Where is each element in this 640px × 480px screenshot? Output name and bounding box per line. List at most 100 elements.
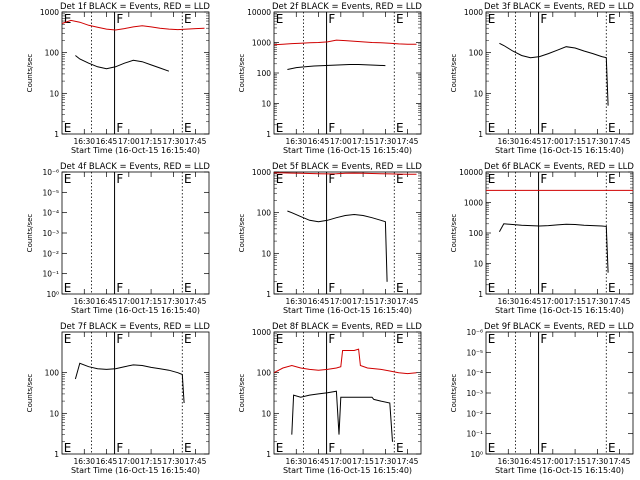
- flag-label-bottom: E: [488, 281, 496, 295]
- y-tick-label: 10000: [459, 168, 483, 177]
- flag-label-bottom: E: [396, 441, 404, 455]
- flag-label-bottom: E: [608, 441, 616, 455]
- plot-frame: [61, 171, 210, 295]
- x-tick-label: 17:15: [564, 137, 586, 146]
- x-tick-label: 17:30: [375, 297, 397, 306]
- y-tick-label: 10⁰: [470, 450, 483, 459]
- series-line: [61, 19, 205, 31]
- flag-label-top: E: [488, 172, 496, 186]
- flag-label-bottom: E: [488, 121, 496, 135]
- y-axis-label: Counts/sec: [26, 374, 34, 413]
- x-tick-label: 17:15: [564, 297, 586, 306]
- x-tick-label: 16:30: [73, 297, 95, 306]
- y-tick-label: 1: [266, 130, 271, 139]
- x-tick-label: 17:45: [185, 297, 207, 306]
- x-tick-label: 17:00: [118, 457, 140, 466]
- panel-title: Det 9f BLACK = Events, RED = LLD: [484, 322, 634, 332]
- flag-label-bottom: F: [540, 281, 547, 295]
- flag-label-bottom: E: [184, 441, 192, 455]
- flag-label-bottom: E: [396, 281, 404, 295]
- y-tick-label: 1: [266, 450, 271, 459]
- y-tick-label: 10000: [247, 8, 271, 17]
- panel-det-3: Det 3f BLACK = Events, RED = LLD 1 10 100 10…: [450, 2, 634, 155]
- y-tick-label: 10⁻⁵: [42, 188, 59, 197]
- y-axis-label: Counts/sec: [450, 54, 458, 93]
- flag-label-bottom: F: [328, 441, 335, 455]
- flag-label-top: E: [276, 12, 284, 26]
- y-axis-label: Counts/sec: [450, 214, 458, 253]
- y-tick-label: 10⁻¹: [466, 430, 483, 439]
- y-tick-label: 10⁻⁶: [42, 168, 59, 177]
- flag-label-bottom: E: [276, 121, 284, 135]
- panel-title: Det 5f BLACK = Events, RED = LLD: [272, 162, 422, 172]
- plot-frame: [61, 331, 210, 455]
- y-tick-label: 1: [54, 450, 59, 459]
- plot-frame: [485, 11, 634, 135]
- y-tick-label: 10: [49, 89, 59, 98]
- flag-label-bottom: E: [608, 281, 616, 295]
- y-tick-label: 10⁻⁵: [466, 348, 483, 357]
- flag-label-top: E: [608, 332, 616, 346]
- panel-title: Det 2f BLACK = Events, RED = LLD: [272, 2, 422, 12]
- x-axis-label: Start Time (16-Oct-15 16:15:40): [71, 306, 200, 315]
- series-line: [499, 42, 609, 106]
- flag-label-bottom: E: [64, 441, 72, 455]
- y-tick-label: 10⁻⁴: [42, 209, 59, 218]
- flag-label-bottom: E: [276, 281, 284, 295]
- y-axis-label: Counts/sec: [238, 214, 246, 253]
- plot-frame: [61, 11, 210, 135]
- flag-label-bottom: F: [328, 121, 335, 135]
- y-tick-label: 1000: [464, 199, 483, 208]
- series-line: [273, 39, 417, 46]
- flag-label-top: E: [276, 332, 284, 346]
- y-tick-label: 10⁻²: [42, 249, 59, 258]
- x-tick-label: 17:15: [140, 457, 162, 466]
- flag-label-bottom: E: [184, 281, 192, 295]
- y-tick-label: 10⁰: [46, 290, 59, 299]
- x-tick-label: 16:30: [285, 457, 307, 466]
- panel-det-5: Det 5f BLACK = Events, RED = LLD 1 10 100 10…: [238, 162, 422, 315]
- series-line: [75, 55, 170, 72]
- flag-label-top: E: [64, 12, 72, 26]
- flag-label-top: F: [116, 172, 123, 186]
- plot-frame: [485, 331, 634, 455]
- x-tick-label: 17:45: [609, 297, 631, 306]
- flag-label-top: E: [608, 172, 616, 186]
- y-axis-label: Counts/sec: [26, 54, 34, 93]
- panel-det-2: Det 2f BLACK = Events, RED = LLD 1 10 100 10…: [238, 2, 422, 155]
- x-tick-label: 17:45: [397, 137, 419, 146]
- flag-label-top: E: [276, 172, 284, 186]
- flag-label-bottom: E: [276, 441, 284, 455]
- plot-frame: [273, 331, 422, 455]
- x-axis-label: Start Time (16-Oct-15 16:15:40): [495, 146, 624, 155]
- y-tick-label: 10⁻⁶: [466, 328, 483, 337]
- flag-label-top: E: [488, 12, 496, 26]
- flag-label-bottom: E: [608, 121, 616, 135]
- panel-title: Det 1f BLACK = Events, RED = LLD: [60, 2, 210, 12]
- y-tick-label: 10⁻³: [42, 229, 59, 238]
- flag-label-bottom: F: [540, 441, 547, 455]
- series-line: [498, 223, 609, 273]
- panel-det-1: Det 1f BLACK = Events, RED = LLD 1 10 100 10…: [26, 2, 210, 155]
- x-tick-label: 17:00: [330, 137, 352, 146]
- plot-frame: [273, 11, 422, 135]
- x-tick-label: 17:00: [542, 297, 564, 306]
- x-axis-label: Start Time (16-Oct-15 16:15:40): [71, 466, 200, 475]
- x-axis-label: Start Time (16-Oct-15 16:15:40): [283, 466, 412, 475]
- y-tick-label: 10⁻²: [466, 409, 483, 418]
- x-tick-label: 16:45: [96, 137, 118, 146]
- x-tick-label: 16:30: [497, 137, 519, 146]
- x-tick-label: 16:45: [520, 297, 542, 306]
- flag-label-top: F: [540, 172, 547, 186]
- flag-label-top: F: [328, 332, 335, 346]
- x-tick-label: 17:30: [163, 137, 185, 146]
- y-tick-label: 10: [473, 89, 483, 98]
- flag-label-bottom: F: [116, 281, 123, 295]
- y-tick-label: 100: [45, 49, 60, 58]
- x-tick-label: 17:15: [140, 137, 162, 146]
- x-tick-label: 17:45: [609, 457, 631, 466]
- flag-label-top: F: [116, 12, 123, 26]
- x-tick-label: 17:15: [352, 297, 374, 306]
- y-tick-label: 10: [49, 409, 59, 418]
